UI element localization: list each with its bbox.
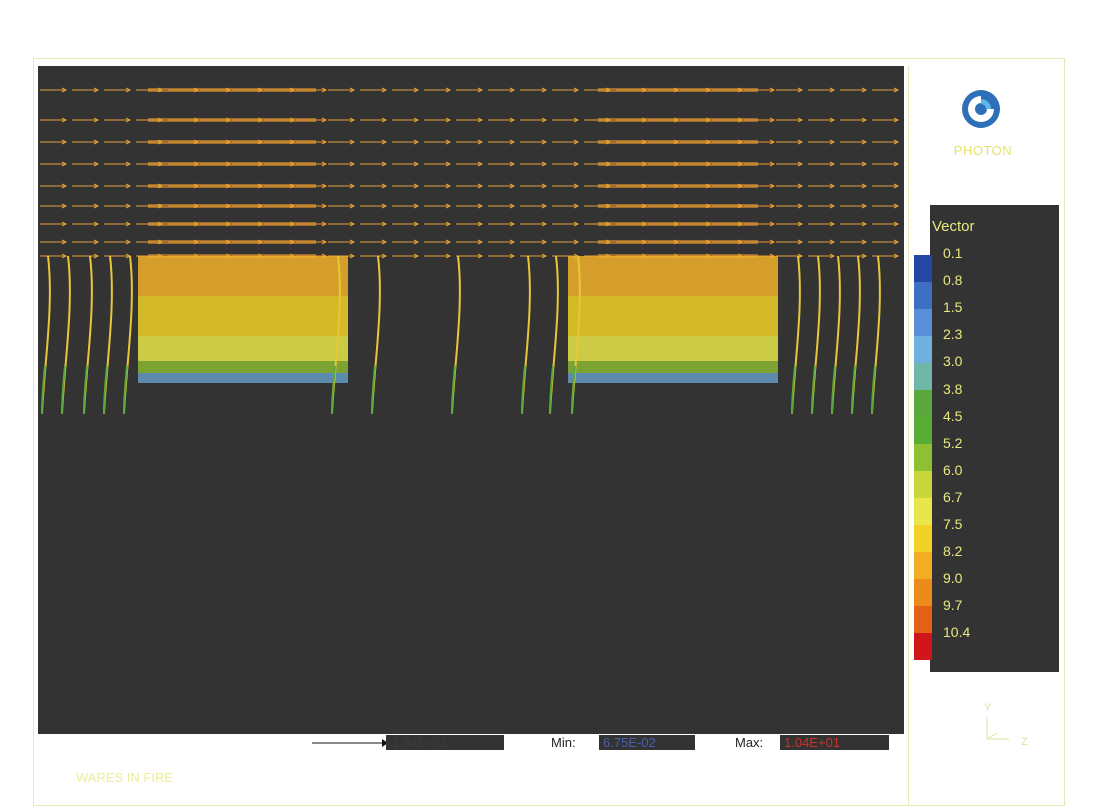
legend-tick-label: 9.7 (943, 597, 963, 614)
legend-tick-label: 0.8 (943, 272, 963, 289)
axis-z-label: Z (1021, 736, 1028, 748)
legend-tick-label: 1.5 (943, 299, 963, 316)
legend-swatch (914, 255, 932, 282)
legend-tick-label: 0.1 (943, 245, 963, 261)
min-value: 6.75E-02 (599, 735, 695, 750)
legend-tick-label: 3.8 (943, 380, 963, 397)
legend-swatch (914, 579, 932, 606)
legend-swatch (914, 498, 932, 525)
axis-triad-icon: Y Z (984, 702, 1028, 748)
legend-tick-label: 10.4 (943, 624, 971, 641)
legend-tick-label: 3.0 (943, 353, 963, 370)
legend-tick-label: 4.5 (943, 407, 963, 424)
legend-swatch (914, 525, 932, 552)
legend-swatch (914, 363, 932, 390)
legend-swatch (914, 390, 932, 417)
legend-tick-label: 5.2 (943, 434, 963, 451)
legend-tick-label: 7.5 (943, 516, 963, 532)
legend-tick-label: 6.7 (943, 488, 963, 505)
min-label: Min: (551, 735, 576, 750)
axis-y-label: Y (984, 702, 992, 714)
legend-swatch (914, 309, 932, 336)
legend-tick-label: 6.0 (943, 461, 963, 478)
legend-swatch (914, 552, 932, 579)
legend-swatch (914, 471, 932, 498)
legend-swatch (914, 417, 932, 444)
legend-tick-label: 2.3 (943, 326, 963, 343)
viewport-frame (33, 58, 1065, 806)
reference-arrow-icon (312, 739, 388, 747)
legend-color-bar (914, 255, 932, 660)
max-value: 1.04E+01 (780, 735, 889, 750)
photon-logo-icon (962, 90, 1000, 128)
vector-field-plot[interactable] (38, 66, 904, 734)
legend-swatch (914, 336, 932, 363)
legend-swatch (914, 444, 932, 471)
legend-swatch (914, 606, 932, 633)
legend-tick-label: 8.2 (943, 543, 963, 560)
legend-panel (930, 205, 1059, 672)
legend-swatch (914, 282, 932, 309)
reference-vector-value: 1.84E+01 (386, 735, 504, 750)
scene-caption: WARES IN FIRE (76, 770, 174, 785)
legend-title: Vector (932, 218, 975, 235)
side-panel (908, 66, 1064, 806)
max-label: Max: (735, 735, 764, 750)
legend-swatch (914, 633, 932, 660)
legend-tick-label: 9.0 (943, 570, 963, 587)
vector-field-svg (40, 87, 900, 415)
brand-name: PHOTON (953, 143, 1013, 158)
